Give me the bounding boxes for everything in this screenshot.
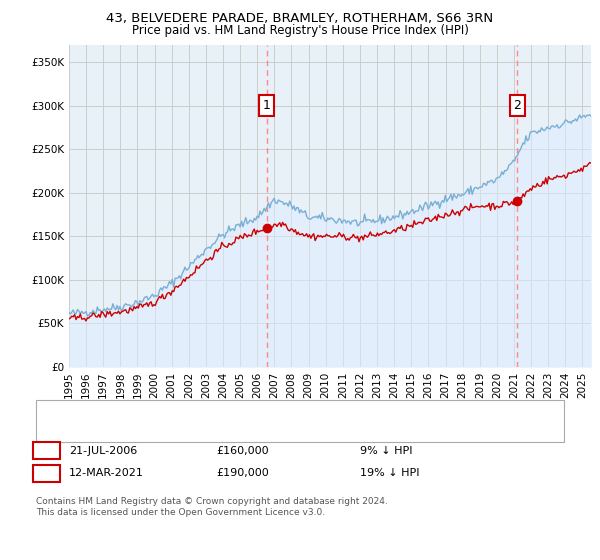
Text: ——: —— — [48, 424, 73, 438]
Text: ——: —— — [48, 404, 73, 417]
Text: 43, BELVEDERE PARADE, BRAMLEY, ROTHERHAM, S66 3RN (detached house): 43, BELVEDERE PARADE, BRAMLEY, ROTHERHAM… — [78, 405, 477, 416]
Text: 21-JUL-2006: 21-JUL-2006 — [69, 446, 137, 456]
Text: This data is licensed under the Open Government Licence v3.0.: This data is licensed under the Open Gov… — [36, 508, 325, 517]
Text: 2: 2 — [513, 99, 521, 112]
Text: Contains HM Land Registry data © Crown copyright and database right 2024.: Contains HM Land Registry data © Crown c… — [36, 497, 388, 506]
Text: 2: 2 — [43, 466, 51, 480]
Text: 1: 1 — [43, 444, 51, 458]
Text: £190,000: £190,000 — [216, 468, 269, 478]
Text: HPI: Average price, detached house, Rotherham: HPI: Average price, detached house, Roth… — [78, 426, 328, 436]
Text: £160,000: £160,000 — [216, 446, 269, 456]
Text: 1: 1 — [263, 99, 271, 112]
Text: 12-MAR-2021: 12-MAR-2021 — [69, 468, 144, 478]
Text: 9% ↓ HPI: 9% ↓ HPI — [360, 446, 413, 456]
Text: 19% ↓ HPI: 19% ↓ HPI — [360, 468, 419, 478]
Text: 43, BELVEDERE PARADE, BRAMLEY, ROTHERHAM, S66 3RN: 43, BELVEDERE PARADE, BRAMLEY, ROTHERHAM… — [106, 12, 494, 25]
Text: Price paid vs. HM Land Registry's House Price Index (HPI): Price paid vs. HM Land Registry's House … — [131, 24, 469, 36]
